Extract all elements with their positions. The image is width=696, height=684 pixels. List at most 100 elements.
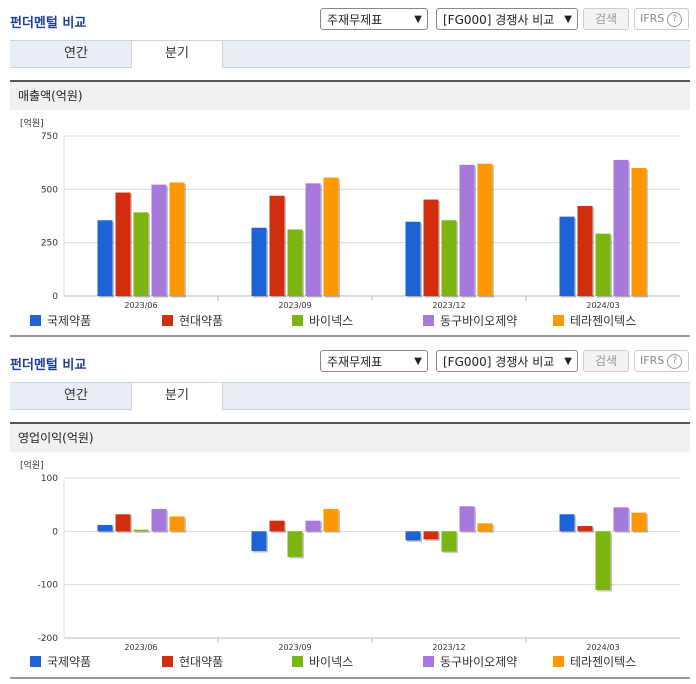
chevron-down-icon: ▼: [414, 14, 422, 25]
legend-swatch: [423, 656, 434, 667]
legend-item[interactable]: 테라젠이텍스: [553, 653, 636, 671]
legend-item[interactable]: 국제약품: [30, 312, 91, 330]
bar[interactable]: [97, 524, 113, 532]
tab-annual[interactable]: 연간: [64, 388, 88, 403]
help-icon: ?: [667, 353, 683, 369]
legend-label: 동구바이오제약: [440, 314, 518, 328]
bar[interactable]: [151, 184, 167, 296]
panel-header: 펀더멘털 비교 주재무제표 ▼ [FG000] 경쟁사 비교 ▼ 검색 IFRS?: [0, 0, 696, 34]
bar[interactable]: [459, 164, 475, 296]
ifrs-label: IFRS: [640, 354, 665, 367]
bar[interactable]: [305, 520, 321, 532]
period-tabs: 연간 분기: [10, 40, 690, 68]
period-tabs: 연간 분기: [10, 382, 690, 410]
legend-label: 현대약품: [179, 314, 224, 328]
legend-swatch: [30, 315, 41, 326]
legend-item[interactable]: 바이넥스: [292, 653, 353, 671]
bar[interactable]: [405, 221, 421, 296]
legend-item[interactable]: 동구바이오제약: [423, 653, 517, 671]
bar[interactable]: [323, 177, 339, 296]
legend-swatch: [553, 656, 564, 667]
bar[interactable]: [251, 227, 267, 296]
y-tick-label: 0: [52, 527, 58, 537]
statement-select[interactable]: 주재무제표 ▼: [320, 8, 428, 30]
bar[interactable]: [559, 514, 575, 532]
bar[interactable]: [287, 531, 303, 557]
ifrs-help[interactable]: IFRS?: [634, 8, 689, 30]
legend-swatch: [162, 656, 173, 667]
bar[interactable]: [169, 182, 185, 296]
legend-label: 바이넥스: [309, 655, 354, 669]
peer-group-select[interactable]: [FG000] 경쟁사 비교 ▼: [436, 350, 578, 372]
y-tick-label: 500: [41, 185, 58, 195]
bar[interactable]: [133, 212, 149, 296]
bar[interactable]: [477, 523, 493, 532]
search-button[interactable]: 검색: [583, 350, 629, 372]
ifrs-help[interactable]: IFRS?: [634, 350, 689, 372]
peer-group-select-value: [FG000] 경쟁사 비교: [443, 355, 555, 369]
tab-quarterly[interactable]: 분기: [131, 382, 223, 410]
bar[interactable]: [459, 506, 475, 532]
operating-profit-chart: [억원] -200 -100 0 100 2023/06 2023/09 2023/12 202…: [20, 459, 680, 652]
chevron-down-icon: ▼: [414, 356, 422, 367]
legend-label: 바이넥스: [309, 314, 354, 328]
bar[interactable]: [115, 514, 131, 532]
peer-group-select[interactable]: [FG000] 경쟁사 비교 ▼: [436, 8, 578, 30]
legend-item[interactable]: 테라젠이텍스: [553, 312, 636, 330]
panel-header: 펀더멘털 비교 주재무제표 ▼ [FG000] 경쟁사 비교 ▼ 검색 IFRS?: [0, 342, 696, 376]
legend-label: 국제약품: [47, 314, 92, 328]
legend-item[interactable]: 국제약품: [30, 653, 91, 671]
bar[interactable]: [613, 159, 629, 296]
bar[interactable]: [595, 531, 611, 590]
y-tick-label: -200: [38, 634, 59, 644]
bar[interactable]: [559, 216, 575, 296]
legend-item[interactable]: 동구바이오제약: [423, 312, 517, 330]
chart-legend: 국제약품 현대약품 바이넥스 동구바이오제약 테라젠이텍스: [30, 312, 690, 330]
legend-item[interactable]: 바이넥스: [292, 312, 353, 330]
divider: [10, 677, 690, 679]
bar[interactable]: [169, 516, 185, 532]
legend-label: 현대약품: [179, 655, 224, 669]
bar[interactable]: [613, 507, 629, 532]
bar[interactable]: [269, 195, 285, 296]
x-tick-label: 2023/06: [124, 643, 157, 652]
x-tick-label: 2023/12: [432, 643, 465, 652]
legend-label: 테라젠이텍스: [570, 655, 637, 669]
tab-annual[interactable]: 연간: [64, 46, 88, 61]
statement-select-value: 주재무제표: [327, 355, 383, 369]
help-icon: ?: [667, 11, 683, 27]
statement-select[interactable]: 주재무제표 ▼: [320, 350, 428, 372]
bar[interactable]: [441, 220, 457, 296]
bar[interactable]: [423, 199, 439, 296]
x-tick-label: 2023/12: [432, 301, 465, 310]
bar[interactable]: [115, 192, 131, 296]
x-tick-label: 2023/09: [278, 643, 311, 652]
bar[interactable]: [405, 531, 421, 541]
y-tick-label: 250: [41, 239, 58, 249]
bar[interactable]: [97, 220, 113, 296]
tab-quarterly[interactable]: 분기: [131, 40, 223, 68]
chart-legend: 국제약품 현대약품 바이넥스 동구바이오제약 테라젠이텍스: [30, 653, 690, 671]
legend-swatch: [423, 315, 434, 326]
legend-item[interactable]: 현대약품: [162, 312, 223, 330]
bar[interactable]: [305, 183, 321, 296]
legend-item[interactable]: 현대약품: [162, 653, 223, 671]
bar[interactable]: [251, 531, 267, 552]
bar[interactable]: [323, 508, 339, 532]
y-tick-label: 100: [41, 474, 58, 484]
bar[interactable]: [577, 205, 593, 296]
search-button[interactable]: 검색: [583, 8, 629, 30]
bar[interactable]: [287, 229, 303, 296]
bar[interactable]: [269, 520, 285, 532]
bar[interactable]: [133, 529, 149, 532]
bar[interactable]: [151, 508, 167, 532]
bar[interactable]: [477, 163, 493, 296]
bar[interactable]: [577, 526, 593, 532]
bar[interactable]: [631, 168, 647, 296]
bar[interactable]: [441, 531, 457, 552]
bar[interactable]: [631, 512, 647, 532]
bar[interactable]: [423, 531, 439, 540]
legend-label: 테라젠이텍스: [570, 314, 637, 328]
bar[interactable]: [595, 233, 611, 296]
section-title: 영업이익(억원): [10, 422, 690, 452]
